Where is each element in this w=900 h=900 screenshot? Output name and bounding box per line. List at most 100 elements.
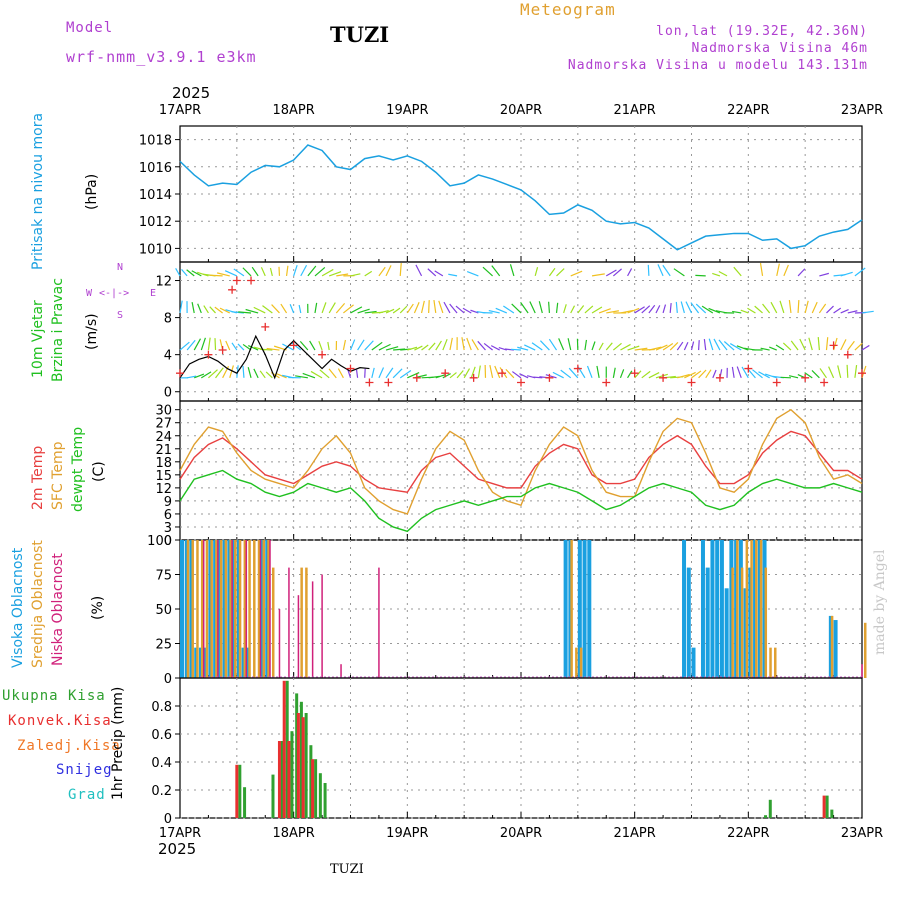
wind-arrow	[840, 339, 847, 351]
wind-arrow	[328, 271, 342, 277]
wind-arrow	[259, 370, 266, 379]
y-tick-label: 12	[155, 482, 172, 497]
wind-arrow	[598, 308, 611, 314]
wind-arrow	[691, 370, 702, 379]
wind-arrow	[769, 346, 777, 351]
wind-arrow	[729, 343, 742, 351]
y-tick-label: 0	[164, 386, 172, 401]
mid-cloud-bar	[191, 540, 194, 678]
wind-arrow	[655, 373, 668, 379]
wind-arrow	[442, 373, 451, 379]
wind-arrow	[406, 303, 414, 314]
gust-marker	[384, 378, 393, 387]
low-cloud-bar	[288, 567, 290, 678]
wind-arrow	[269, 267, 273, 277]
wind-arrow	[854, 364, 858, 378]
wind-arrow	[788, 375, 799, 379]
wind-arrow	[471, 339, 479, 351]
wind-arrow	[854, 342, 863, 351]
wind-arrow	[309, 340, 316, 351]
wind-arrow	[415, 264, 423, 277]
wind-arrow	[200, 371, 212, 379]
x-tick-label-top: 20APR	[500, 103, 542, 118]
precip-legend-conv: Konvek.Kisa	[8, 713, 112, 729]
wind-arrow	[718, 339, 728, 351]
wind-arrow	[328, 302, 336, 314]
wind-arrow	[731, 366, 735, 378]
wind-arrow	[378, 266, 386, 277]
wind-arrow	[690, 302, 700, 314]
wind-arrow	[200, 337, 206, 351]
mid-cloud-bar	[234, 540, 237, 678]
high-cloud-bar	[710, 540, 715, 678]
low-cloud-bar	[202, 540, 205, 678]
precip-legend-total: Ukupna Kisa	[2, 688, 106, 704]
gust-marker	[829, 341, 838, 350]
wind-arrow	[276, 373, 287, 379]
mid-cloud-bar	[248, 540, 251, 678]
wind-arrow	[371, 367, 375, 378]
y-tick-label: 0	[164, 812, 172, 827]
wind-arrow	[336, 273, 349, 277]
x-tick-label-top: 18APR	[273, 103, 315, 118]
conv-precip-bar	[282, 680, 286, 818]
wind-arrow	[741, 366, 749, 379]
x-tick-label-bottom: 21APR	[614, 826, 656, 841]
wind-arrow	[648, 346, 662, 351]
gust-marker	[820, 378, 829, 387]
wind-arrow	[466, 271, 479, 277]
wind-arrow	[861, 344, 870, 351]
wind-arrow	[828, 366, 835, 379]
gust-marker	[218, 346, 227, 355]
mid-cloud-bar	[769, 647, 772, 678]
wind-arrow	[470, 309, 479, 314]
gust-marker	[346, 364, 355, 373]
elevation-readout: Nadmorska Visina 46m	[691, 41, 868, 56]
mid-cloud-bar	[759, 540, 763, 678]
wind-arrow	[290, 341, 302, 351]
wind-arrow	[627, 345, 640, 351]
high-cloud-bar	[577, 540, 582, 678]
wind-arrow	[634, 306, 645, 314]
conv-precip-bar	[296, 713, 300, 818]
wind-arrow	[420, 300, 425, 314]
wind-arrow	[186, 269, 195, 277]
wind-arrow	[266, 347, 280, 351]
wind-arrow	[811, 370, 820, 379]
wind-arrow	[224, 270, 238, 277]
high-cloud-bar	[705, 567, 710, 678]
gust-marker	[858, 369, 866, 378]
wind-arrow	[208, 369, 218, 379]
wind-arrow	[797, 268, 806, 277]
low-cloud-bar	[259, 540, 262, 678]
wind-arrow	[826, 305, 834, 314]
wind-arrow	[251, 266, 259, 277]
wind-arrow	[634, 347, 648, 351]
mid-cloud-bar	[755, 540, 758, 678]
y-tick-label: 1014	[139, 188, 172, 203]
compass-s: S	[117, 310, 124, 321]
gust-marker	[517, 378, 525, 387]
panel-frame	[179, 400, 863, 541]
mid-cloud-bar	[774, 647, 777, 678]
wind-arrow	[371, 341, 383, 351]
y-tick-label: 18	[155, 456, 172, 471]
wind-arrow	[242, 267, 252, 277]
gust-marker	[365, 378, 374, 387]
wind-arrow	[775, 344, 785, 351]
y-tick-label: 0	[164, 672, 172, 687]
wind-arrow	[462, 307, 472, 314]
conv-precip-bar	[301, 717, 305, 818]
wind-arrow	[489, 364, 494, 378]
wind-arrow	[448, 273, 458, 277]
wind-arrow	[713, 338, 721, 351]
wind-arrow	[385, 367, 394, 379]
wind-arrow	[186, 339, 196, 351]
wind-arrow	[191, 270, 202, 277]
total-precip-bar	[243, 787, 247, 818]
high-cloud-bar	[587, 540, 592, 678]
wind-arrow	[555, 302, 559, 314]
gust-marker	[204, 350, 213, 359]
wind-arrow	[247, 367, 252, 378]
wind-arrow	[483, 342, 493, 351]
